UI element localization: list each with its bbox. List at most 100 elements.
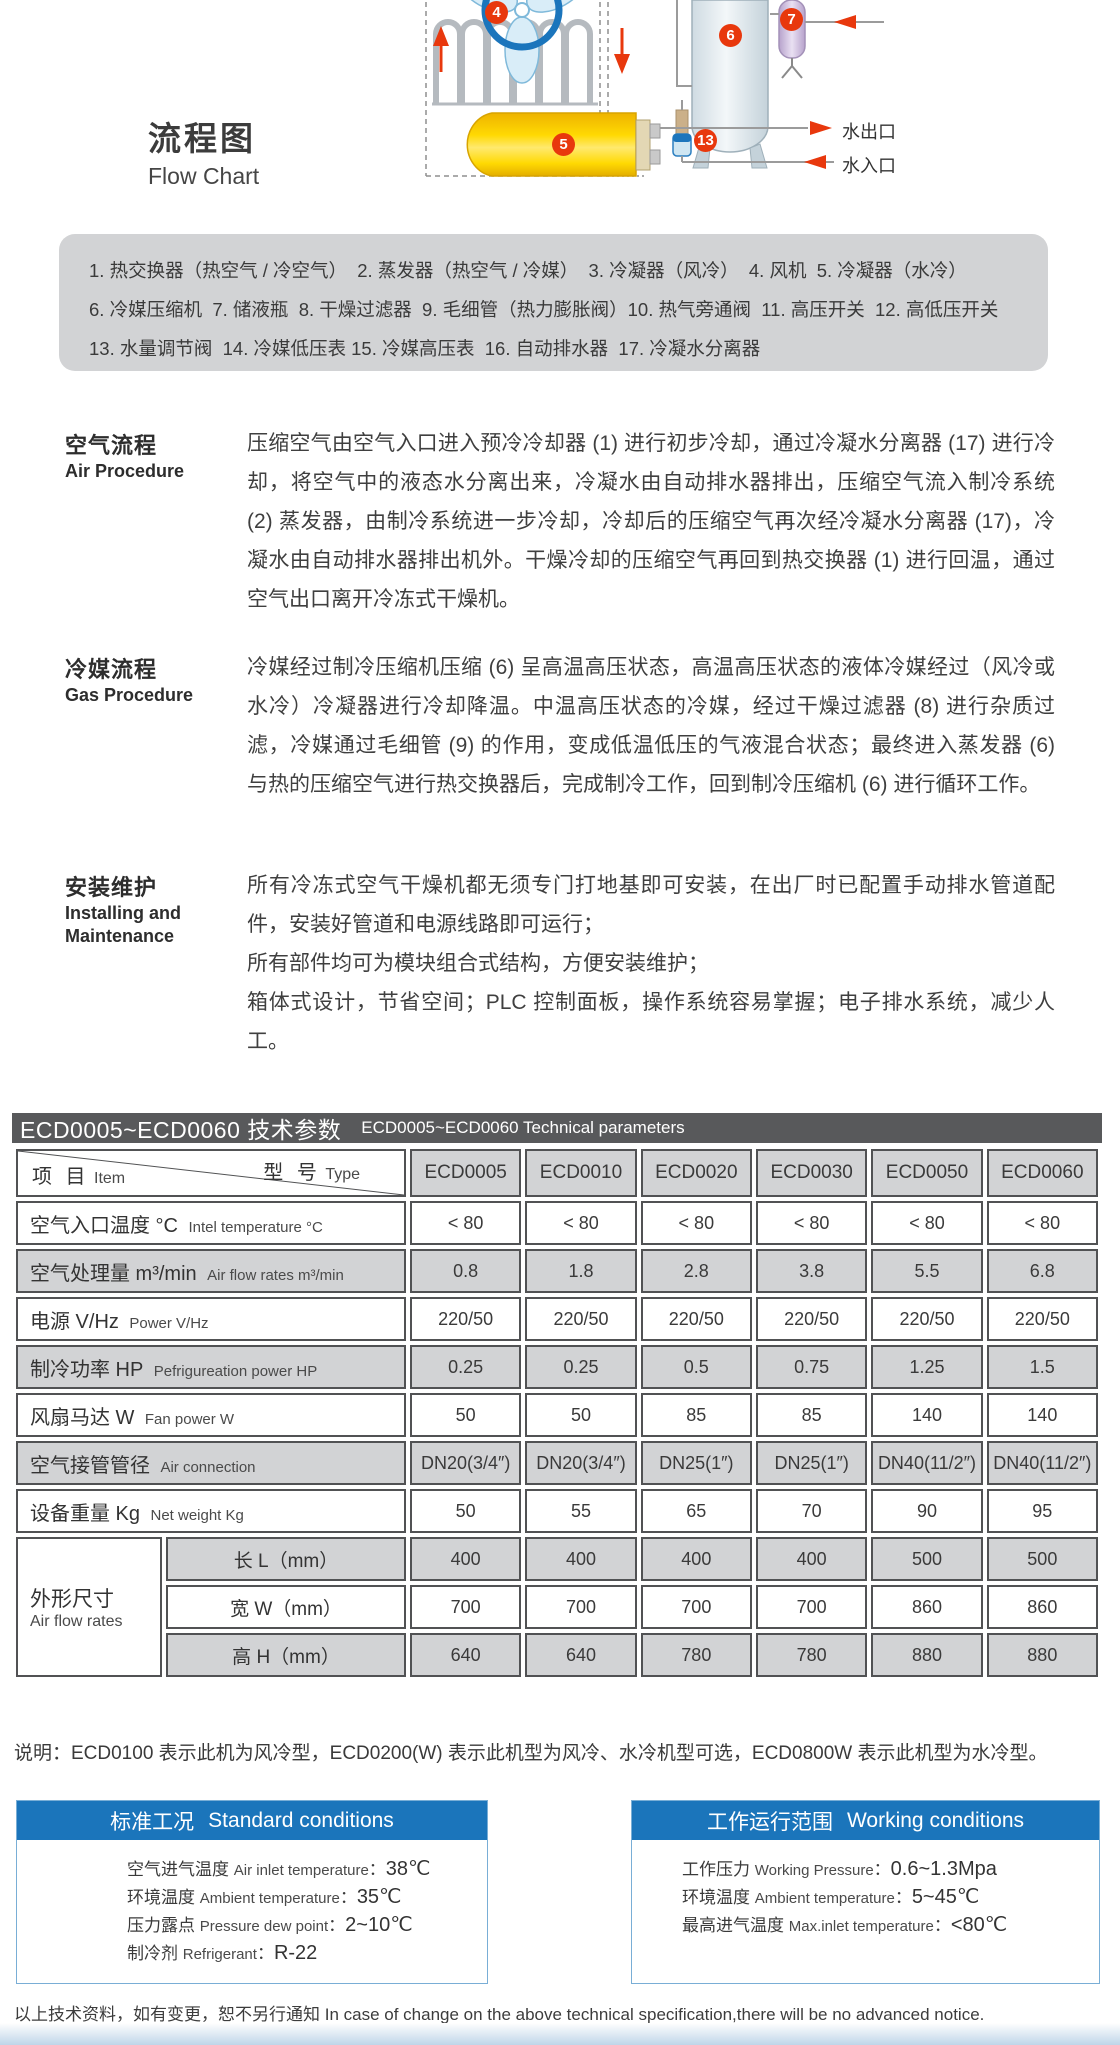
- table-title-cn: ECD0005~ECD0060 技术参数: [20, 1117, 342, 1143]
- box-title-cn: 工作运行范围: [706, 1810, 833, 1834]
- separator: ：: [328, 1916, 346, 1935]
- item-label-en: Working Pressure: [754, 1862, 874, 1879]
- spec-value: < 80: [640, 1201, 752, 1245]
- spec-value: 500: [986, 1537, 1098, 1581]
- badge-13: 13: [694, 129, 717, 152]
- section-title-cn: 空气流程: [65, 433, 158, 458]
- separator: ：: [339, 1888, 357, 1907]
- condition-item: 压力露点 Pressure dew point：2~10℃: [127, 1912, 487, 1940]
- row-label-en: Net weight Kg: [150, 1506, 244, 1524]
- diagonal-divider: [18, 1151, 404, 1195]
- spec-value: 5.5: [871, 1249, 983, 1293]
- badge-5: 5: [552, 133, 575, 156]
- fan-icon: [456, 0, 588, 84]
- spec-value: 3.8: [755, 1249, 868, 1293]
- spec-value: 220/50: [871, 1297, 983, 1341]
- spec-value: 0.25: [525, 1345, 637, 1389]
- paragraph: 冷媒经过制冷压缩机压缩 (6) 呈高温高压状态，高温高压状态的液体冷媒经过（风冷…: [247, 656, 1055, 796]
- spec-value: 640: [525, 1633, 637, 1677]
- spec-value: 780: [640, 1633, 752, 1677]
- component-legend: 1. 热交换器（热空气 / 冷空气） 2. 蒸发器（热空气 / 冷媒） 3. 冷…: [59, 234, 1048, 371]
- spec-value: 220/50: [755, 1297, 868, 1341]
- model-header: ECD0005: [410, 1149, 522, 1197]
- table-header-row: 型 号 Type 项 目 Item ECD0005 ECD0010 ECD002…: [16, 1149, 1098, 1197]
- item-label-en: Air inlet temperature: [233, 1862, 369, 1879]
- flow-chart-title-cn: 流程图: [148, 120, 256, 157]
- spec-value: 860: [986, 1585, 1098, 1629]
- box-header: 标准工况 Standard conditions: [17, 1801, 487, 1840]
- item-value: 38℃: [385, 1858, 431, 1880]
- row-label-en: Pefrigureation power HP: [153, 1362, 318, 1380]
- dim-sub-label: 长 L（mm）: [166, 1537, 406, 1581]
- spec-value: 0.5: [640, 1345, 752, 1389]
- separator: ：: [933, 1916, 951, 1935]
- separator: ：: [256, 1944, 274, 1963]
- item-label-cn: 最高进气温度: [682, 1916, 784, 1935]
- dim-sub-label: 高 H（mm）: [166, 1633, 406, 1677]
- item-label-en: Ambient temperature: [754, 1890, 895, 1907]
- dim-sub-label: 宽 W（mm）: [166, 1585, 406, 1629]
- section-gas-procedure: 冷媒流程 Gas Procedure 冷媒经过制冷压缩机压缩 (6) 呈高温高压…: [65, 648, 1057, 804]
- row-label: 风扇马达 W Fan power W: [16, 1393, 406, 1437]
- standard-conditions-box: 标准工况 Standard conditions 空气进气温度 Air inle…: [16, 1800, 488, 1984]
- section-title-en: Gas Procedure: [65, 685, 194, 705]
- table-corner-cell: 型 号 Type 项 目 Item: [16, 1149, 406, 1197]
- box-title-en: Working conditions: [846, 1808, 1025, 1832]
- row-label-en: Air connection: [160, 1458, 256, 1476]
- section-title-en: Installing and: [65, 903, 182, 923]
- dim-label-en: Air flow rates: [30, 1613, 123, 1630]
- row-label: 空气处理量 m³/min Air flow rates m³/min: [16, 1249, 406, 1293]
- corner-item-label: 项 目 Item: [32, 1160, 125, 1189]
- spec-value: 90: [871, 1489, 983, 1533]
- dim-label-cn: 外形尺寸: [30, 1588, 114, 1611]
- item-label-cn: 空气进气温度: [127, 1860, 229, 1879]
- table-row: 外形尺寸 Air flow rates 长 L（mm） 400 400 400 …: [16, 1537, 1098, 1677]
- legend-line-2: 6. 冷媒压缩机 7. 储液瓶 8. 干燥过滤器 9. 毛细管（热力膨胀阀）10…: [89, 299, 999, 320]
- spec-value: 0.8: [410, 1249, 522, 1293]
- compressor-vessel-icon: [676, 0, 769, 169]
- water-valve-icon: [672, 100, 692, 162]
- spec-value: 400: [410, 1537, 522, 1581]
- spec-value: 95: [986, 1489, 1098, 1533]
- paragraph: 箱体式设计，节省空间；PLC 控制面板，操作系统容易掌握；电子排水系统，减少人工…: [247, 991, 1055, 1053]
- spec-value: 85: [755, 1393, 868, 1437]
- spec-value: < 80: [525, 1201, 637, 1245]
- spec-value: 880: [871, 1633, 983, 1677]
- paragraph: 所有冷冻式空气干燥机都无须专门打地基即可安装，在出厂时已配置手动排水管道配件，安…: [247, 874, 1055, 936]
- flow-arrow-left-icon: [834, 15, 856, 29]
- condition-item: 制冷剂 Refrigerant：R-22: [127, 1940, 487, 1968]
- water-outlet-label: 水出口: [842, 122, 896, 142]
- model-header: ECD0010: [525, 1149, 637, 1197]
- spec-value: 50: [410, 1393, 522, 1437]
- spec-value: DN25(1″): [640, 1441, 752, 1485]
- table-row: 高 H（mm） 640 640 780 780 880 880: [16, 1633, 1098, 1677]
- row-label-en: Air flow rates m³/min: [207, 1266, 344, 1284]
- corner-type-label: 型 号 Type: [263, 1156, 360, 1185]
- spec-value: 2.8: [640, 1249, 752, 1293]
- spec-value: DN20(3/4″): [410, 1441, 522, 1485]
- spec-value: 1.5: [986, 1345, 1098, 1389]
- spec-value: 0.25: [410, 1345, 522, 1389]
- spec-value: 880: [986, 1633, 1098, 1677]
- badge-7: 7: [780, 8, 803, 31]
- water-inlet-label: 水入口: [842, 156, 896, 176]
- section-heading: 冷媒流程 Gas Procedure: [65, 652, 240, 707]
- spec-value: 700: [755, 1585, 868, 1629]
- spec-value: 1.8: [525, 1249, 637, 1293]
- dimension-group-label: 外形尺寸 Air flow rates: [16, 1537, 162, 1677]
- section-heading: 空气流程 Air Procedure: [65, 428, 240, 483]
- row-label-cn: 空气处理量 m³/min: [30, 1262, 197, 1285]
- section-title-cn: 冷媒流程: [65, 657, 158, 682]
- spec-value: 700: [410, 1585, 522, 1629]
- spec-value: 0.75: [755, 1345, 868, 1389]
- spec-value: 140: [986, 1393, 1098, 1437]
- spec-value: < 80: [871, 1201, 983, 1245]
- flow-chart-title: 流程图 Flow Chart: [148, 112, 259, 190]
- spec-value: 780: [755, 1633, 868, 1677]
- section-body: 冷媒经过制冷压缩机压缩 (6) 呈高温高压状态，高温高压状态的液体冷媒经过（风冷…: [247, 648, 1055, 804]
- spec-value: 700: [640, 1585, 752, 1629]
- water-inlet-arrow-icon: [804, 155, 826, 169]
- spec-value: < 80: [410, 1201, 522, 1245]
- item-label-en: Ambient temperature: [199, 1890, 340, 1907]
